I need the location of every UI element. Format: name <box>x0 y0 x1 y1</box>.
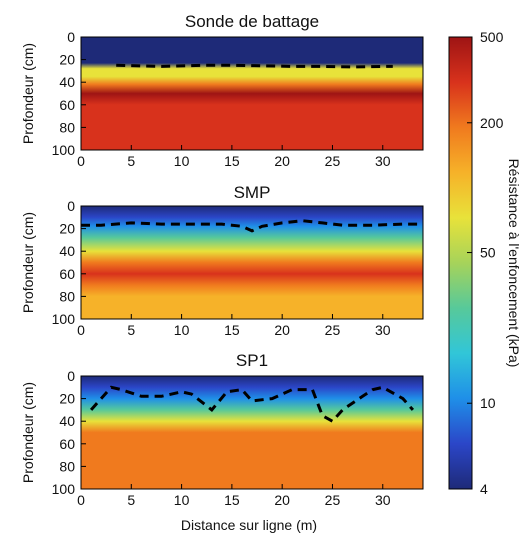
x-tick-label: 30 <box>375 153 391 169</box>
y-tick-label: 0 <box>67 29 75 45</box>
heatmap-panel-2: SMP 0 5 10 15 20 25 30 0 20 40 60 80 100 Profondeur (c… <box>20 183 424 338</box>
y-tick-label: 40 <box>59 243 75 259</box>
x-tick-label: 25 <box>325 153 341 169</box>
y-axis-label: Profondeur (cm) <box>20 382 36 483</box>
panel-title: SP1 <box>236 351 268 370</box>
colorbar-tick-label: 10 <box>480 395 496 411</box>
panel-title: SMP <box>234 183 271 202</box>
colorbar-tick-label: 500 <box>480 29 504 45</box>
x-tick-label: 20 <box>274 322 290 338</box>
panel-title: Sonde de battage <box>185 12 319 31</box>
x-tick-label: 20 <box>274 153 290 169</box>
x-tick-label: 0 <box>77 322 85 338</box>
colorbar-scale <box>448 36 473 490</box>
y-tick-label: 100 <box>52 142 76 158</box>
y-tick-label: 80 <box>59 119 75 135</box>
x-tick-label: 30 <box>375 492 391 508</box>
y-tick-label: 0 <box>67 198 75 214</box>
x-tick-label: 30 <box>375 322 391 338</box>
colorbar-tick-label: 4 <box>480 481 488 497</box>
heatmap-panel-3: SP1 0 5 10 15 20 25 30 0 20 40 60 80 100 Profondeur (c… <box>20 351 424 508</box>
colorbar-tick-label: 50 <box>480 245 496 261</box>
y-tick-label: 80 <box>59 458 75 474</box>
colorbar-label: Résistance à l'enfoncement (kPa) <box>506 159 522 368</box>
x-tick-label: 10 <box>174 322 190 338</box>
colorbar: 500 200 50 10 4 Résistance à l'enfoncement (k… <box>448 29 522 497</box>
y-tick-label: 20 <box>59 52 75 68</box>
x-tick-label: 0 <box>77 153 85 169</box>
x-tick-label: 15 <box>224 492 240 508</box>
y-tick-label: 60 <box>59 266 75 282</box>
boundary-dashed-line <box>89 385 415 424</box>
x-tick-label: 15 <box>224 322 240 338</box>
colorbar-tick-label: 200 <box>480 115 504 131</box>
x-tick-label: 5 <box>127 322 135 338</box>
heatmap-panel-1: Sonde de battage 0 5 10 15 20 25 30 0 20 40 60 80 100… <box>20 12 424 169</box>
y-axis-label: Profondeur (cm) <box>20 212 36 313</box>
x-tick-label: 5 <box>127 153 135 169</box>
x-tick-label: 20 <box>274 492 290 508</box>
x-axis-label: Distance sur ligne (m) <box>181 517 317 533</box>
y-tick-label: 20 <box>59 221 75 237</box>
x-tick-label: 25 <box>325 492 341 508</box>
x-tick-label: 0 <box>77 492 85 508</box>
y-tick-label: 20 <box>59 391 75 407</box>
x-tick-label: 15 <box>224 153 240 169</box>
y-tick-label: 60 <box>59 97 75 113</box>
x-tick-label: 10 <box>174 492 190 508</box>
x-tick-label: 10 <box>174 153 190 169</box>
y-tick-label: 80 <box>59 288 75 304</box>
y-tick-label: 0 <box>67 368 75 384</box>
plot-frame <box>80 375 424 490</box>
y-tick-label: 60 <box>59 436 75 452</box>
heatmap-field <box>81 37 423 150</box>
plot-frame <box>80 205 424 320</box>
x-tick-label: 25 <box>325 322 341 338</box>
x-tick-label: 5 <box>127 492 135 508</box>
y-tick-label: 100 <box>52 481 76 497</box>
y-tick-label: 100 <box>52 311 76 327</box>
y-tick-label: 40 <box>59 74 75 90</box>
y-tick-label: 40 <box>59 413 75 429</box>
boundary-dashed-line <box>116 63 393 69</box>
boundary-dashed-line <box>81 219 423 233</box>
y-axis-label: Profondeur (cm) <box>20 43 36 144</box>
plot-frame <box>80 36 424 151</box>
